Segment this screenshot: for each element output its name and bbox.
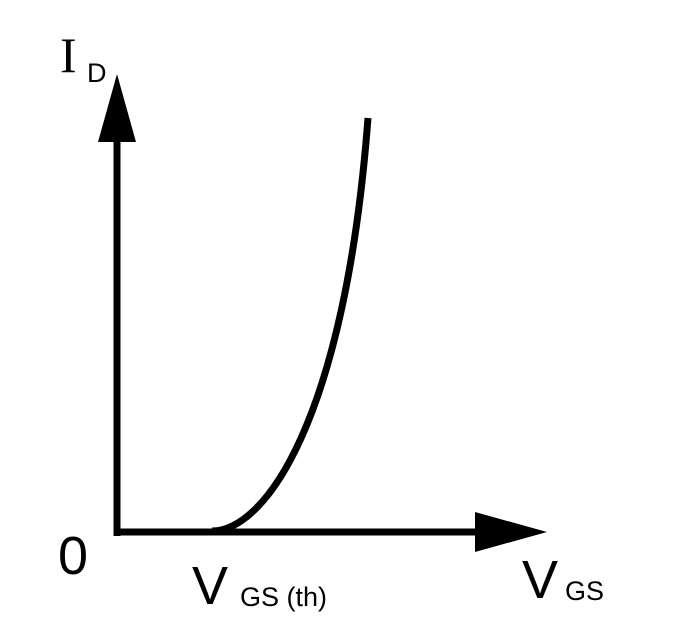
- x-axis-label-main: V: [522, 550, 558, 610]
- origin-label: 0: [58, 526, 88, 586]
- x-axis-label-subscript: GS: [565, 576, 604, 606]
- drain-current-curve: [211, 117, 372, 535]
- y-axis-label-subscript: D: [87, 58, 107, 88]
- x-axis-arrow: [475, 512, 547, 552]
- y-axis-label-main: I: [60, 27, 77, 83]
- threshold-label-main: V: [192, 556, 228, 616]
- y-axis-arrow: [98, 74, 136, 142]
- threshold-label-subscript: GS (th): [240, 582, 327, 612]
